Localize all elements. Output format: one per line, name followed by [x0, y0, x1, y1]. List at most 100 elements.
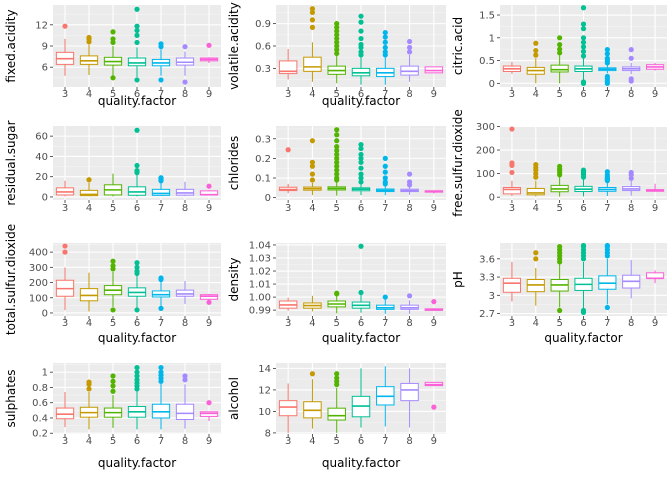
x-tick-label: 3: [62, 436, 68, 447]
x-tick-label: 5: [334, 203, 340, 214]
box-quality-9: [645, 62, 665, 71]
outlier-point: [86, 34, 92, 41]
x-tick-label: 4: [86, 436, 92, 447]
outlier-point: [358, 151, 364, 158]
outlier-point: [158, 305, 164, 311]
outlier-point: [604, 47, 610, 53]
box-quality-8: [622, 169, 641, 196]
outlier-point: [382, 179, 388, 185]
y-tick-label: 1.03: [249, 253, 271, 264]
y-tick-label: 0.6: [32, 398, 48, 409]
x-axis-title: quality.factor: [322, 456, 400, 470]
outlier-point: [580, 48, 587, 55]
outlier-point: [382, 34, 388, 40]
x-tick-label: 5: [334, 89, 340, 100]
box-quality-8: [400, 368, 419, 428]
outlier-point: [533, 40, 539, 46]
outlier-point: [431, 404, 437, 410]
box-quality-8: [175, 281, 195, 304]
box-iqr: [550, 64, 569, 73]
x-tick-label: 5: [334, 436, 340, 447]
outlier-point: [134, 364, 140, 371]
outlier-point: [334, 24, 340, 30]
box-quality-3: [55, 392, 75, 428]
outlier-point: [382, 294, 388, 300]
outlier-point: [580, 79, 587, 85]
x-tick-label: 4: [533, 89, 539, 100]
y-tick-label: 200: [29, 278, 48, 289]
box-quality-9: [424, 66, 444, 74]
y-tick-label: 40: [35, 152, 48, 163]
box-quality-3: [55, 23, 75, 76]
panel-sulphates: 0.2 0.4 0.6 0.8 1 3 4 5 6 7 8 9 quality.factor sulpha…: [4, 363, 221, 470]
y-tick-label: 3.3: [479, 273, 495, 284]
outlier-point: [134, 260, 140, 266]
x-tick-label: 9: [431, 318, 437, 329]
outlier-point: [334, 144, 340, 150]
x-tick-label: 7: [382, 436, 388, 447]
x-tick-label: 7: [158, 436, 164, 447]
outlier-point: [557, 244, 563, 250]
box-quality-9: [199, 42, 219, 63]
outlier-point: [134, 168, 140, 174]
x-tick-label: 9: [431, 89, 437, 100]
outlier-point: [580, 242, 587, 249]
box-iqr: [303, 56, 322, 72]
outlier-point: [86, 386, 92, 392]
box-iqr: [278, 400, 298, 417]
outlier-point: [206, 42, 212, 48]
box-quality-4: [79, 34, 99, 75]
y-tick-label: 1.01: [249, 280, 271, 291]
outlier-point: [334, 47, 340, 53]
box-iqr: [175, 403, 195, 420]
outlier-point: [406, 171, 413, 177]
outlier-point: [134, 23, 140, 29]
x-tick-label: 3: [509, 318, 515, 329]
outlier-point: [406, 293, 413, 299]
y-axis-title: volatile.acidity: [227, 2, 241, 90]
outlier-point: [628, 55, 634, 61]
x-tick-label: 9: [206, 436, 212, 447]
x-tick-label: 6: [358, 203, 364, 214]
x-tick-label: 7: [158, 203, 164, 214]
y-tick-label: 3.6: [479, 254, 495, 265]
outlier-point: [158, 364, 164, 371]
y-tick-label: 10: [258, 407, 271, 418]
outlier-point: [382, 39, 388, 45]
box-quality-5: [103, 373, 123, 428]
box-quality-9: [424, 190, 444, 194]
outlier-point: [182, 79, 188, 85]
outlier-point: [110, 307, 116, 313]
y-tick-label: 1.02: [249, 267, 271, 278]
outlier-point: [158, 369, 164, 375]
box-quality-7: [151, 275, 171, 311]
panel-free-sulfur-dioxide: 0 100 200 300 3 4 5 6 7 8 9 free.sulfur.dioxide: [451, 109, 667, 217]
y-tick-label: 0.3: [255, 64, 271, 75]
x-tick-label: 5: [110, 436, 116, 447]
outlier-point: [557, 163, 563, 169]
box-quality-9: [645, 270, 665, 284]
outlier-point: [628, 47, 634, 53]
outlier-point: [334, 163, 340, 169]
box-quality-4: [303, 371, 322, 429]
outlier-point: [580, 307, 587, 314]
x-tick-label: 6: [134, 203, 140, 214]
y-tick-label: 1.04: [249, 240, 271, 251]
outlier-point: [358, 175, 364, 181]
box-quality-6: [351, 142, 371, 196]
outlier-point: [158, 175, 164, 181]
outlier-point: [382, 163, 388, 169]
x-tick-label: 6: [358, 318, 364, 329]
x-tick-label: 3: [285, 318, 291, 329]
y-tick-label: 300: [476, 122, 495, 133]
x-tick-label: 8: [628, 318, 634, 329]
outlier-point: [334, 39, 340, 45]
box-quality-5: [103, 173, 123, 197]
outlier-point: [580, 26, 587, 32]
x-tick-label: 6: [580, 89, 586, 100]
x-tick-label: 7: [604, 89, 610, 100]
y-tick-label: 100: [476, 169, 495, 180]
outlier-point: [358, 165, 364, 171]
outlier-point: [533, 47, 539, 54]
y-tick-label: 12: [258, 385, 271, 396]
